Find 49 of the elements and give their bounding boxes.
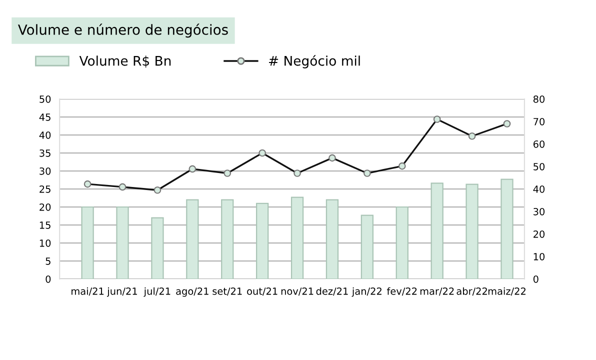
bar — [221, 199, 234, 279]
y2-tick-label: 0 — [533, 275, 538, 283]
y2-tick-label: 40 — [533, 185, 545, 193]
x-tick-label: abr/22 — [456, 287, 487, 296]
y2-tick-label: 50 — [534, 162, 545, 170]
bar — [396, 206, 408, 279]
x-tick-label: nov/21 — [281, 288, 314, 296]
x-tick-label: set/21 — [212, 288, 242, 296]
bar — [81, 206, 94, 279]
bar — [186, 199, 199, 279]
y2-tick-label: 20 — [534, 230, 545, 238]
y-tick-label: 25 — [40, 185, 50, 193]
bar — [290, 196, 304, 279]
x-tick-label: jun/21 — [107, 287, 137, 297]
bar — [466, 184, 478, 279]
y-tick-label: 50 — [40, 95, 51, 103]
x-tick-label: ago/21 — [176, 288, 208, 297]
chart-title: Volume e número de negócios — [18, 24, 228, 38]
y-tick-label: 35 — [40, 149, 50, 157]
y-tick-label: 0 — [46, 275, 51, 283]
y-tick-label: 20 — [40, 203, 51, 211]
bar — [326, 199, 339, 279]
y-tick-label: 10 — [40, 239, 51, 247]
y2-tick-label: 30 — [534, 208, 545, 216]
x-tick-label: out/21 — [247, 288, 278, 296]
bar — [151, 217, 164, 279]
bar — [116, 206, 129, 279]
x-tick-label: mar/22 — [420, 288, 454, 296]
bar — [360, 214, 374, 279]
x-tick-label: dez/21 — [316, 287, 348, 296]
y-tick-label: 45 — [39, 114, 50, 121]
y-tick-label: 40 — [39, 131, 51, 139]
y2-tick-label: 60 — [533, 140, 545, 148]
y-tick-label: 15 — [40, 222, 50, 229]
x-tick-label: mai/21 — [72, 287, 104, 296]
bar — [500, 178, 514, 279]
x-tick-label: jan/22 — [352, 287, 382, 297]
y-tick-label: 30 — [40, 167, 51, 175]
y2-tick-label: 10 — [534, 252, 545, 260]
y-tick-label: 5 — [46, 258, 50, 265]
legend-label: Volume R$ Bn — [79, 56, 171, 68]
bar — [430, 182, 444, 279]
x-tick-label: maiz/22 — [488, 287, 526, 296]
y2-tick-label: 80 — [533, 95, 545, 103]
legend-label: # Negócio mil — [269, 55, 360, 68]
bar — [256, 202, 269, 279]
x-tick-label: jul/21 — [144, 287, 170, 297]
y2-tick-label: 70 — [534, 118, 545, 126]
x-tick-label: fev/22 — [386, 287, 417, 296]
